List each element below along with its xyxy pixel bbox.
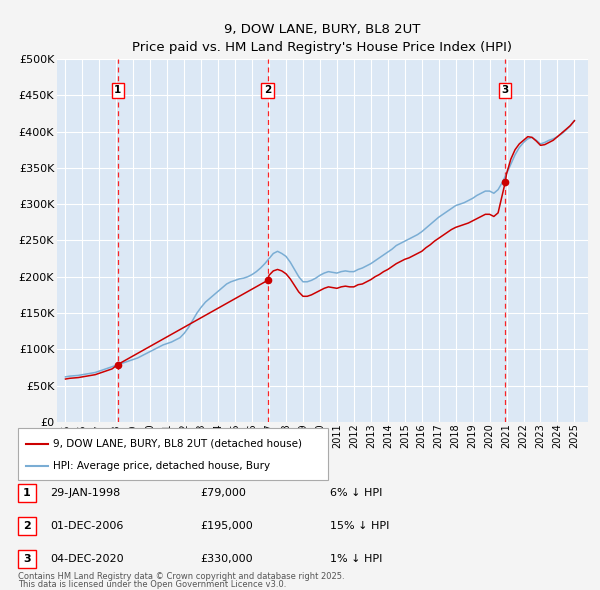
Text: 6% ↓ HPI: 6% ↓ HPI bbox=[330, 488, 382, 498]
Text: 29-JAN-1998: 29-JAN-1998 bbox=[50, 488, 120, 498]
Text: £330,000: £330,000 bbox=[200, 554, 253, 564]
Text: 3: 3 bbox=[502, 85, 509, 95]
Bar bbox=[18, 517, 36, 535]
Text: 1: 1 bbox=[114, 85, 121, 95]
Text: 01-DEC-2006: 01-DEC-2006 bbox=[50, 521, 124, 531]
Title: 9, DOW LANE, BURY, BL8 2UT
Price paid vs. HM Land Registry's House Price Index (: 9, DOW LANE, BURY, BL8 2UT Price paid vs… bbox=[133, 22, 512, 54]
Text: 1% ↓ HPI: 1% ↓ HPI bbox=[330, 554, 382, 564]
Text: 1: 1 bbox=[23, 488, 31, 498]
Text: 2: 2 bbox=[23, 521, 31, 531]
Text: 15% ↓ HPI: 15% ↓ HPI bbox=[330, 521, 389, 531]
Bar bbox=[18, 550, 36, 568]
Bar bbox=[18, 428, 328, 480]
Text: HPI: Average price, detached house, Bury: HPI: Average price, detached house, Bury bbox=[53, 461, 270, 471]
Text: 9, DOW LANE, BURY, BL8 2UT (detached house): 9, DOW LANE, BURY, BL8 2UT (detached hou… bbox=[53, 439, 302, 449]
Text: This data is licensed under the Open Government Licence v3.0.: This data is licensed under the Open Gov… bbox=[18, 581, 286, 589]
Text: 04-DEC-2020: 04-DEC-2020 bbox=[50, 554, 124, 564]
Text: 2: 2 bbox=[264, 85, 271, 95]
Text: £195,000: £195,000 bbox=[200, 521, 253, 531]
Text: Contains HM Land Registry data © Crown copyright and database right 2025.: Contains HM Land Registry data © Crown c… bbox=[18, 572, 344, 582]
Bar bbox=[18, 484, 36, 502]
Text: £79,000: £79,000 bbox=[200, 488, 246, 498]
Text: 3: 3 bbox=[23, 554, 31, 564]
